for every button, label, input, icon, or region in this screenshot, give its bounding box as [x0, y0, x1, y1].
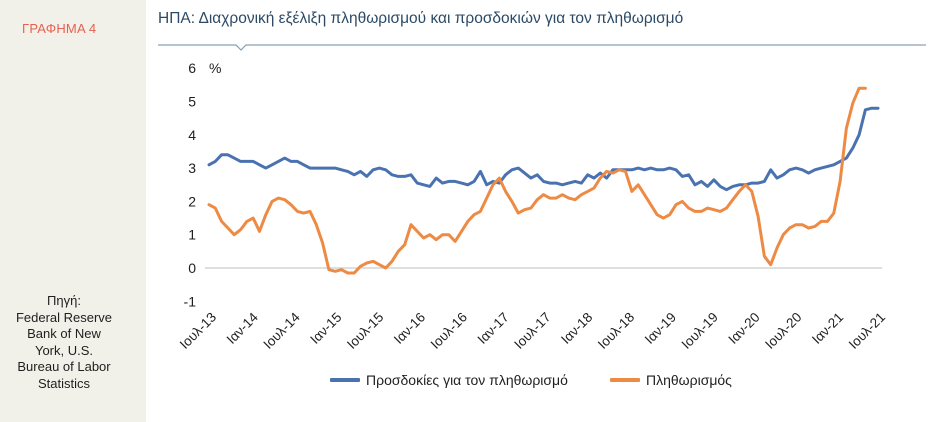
chart-legend: Προσδοκίες για τον πληθωρισμό Πληθωρισμό…: [146, 372, 940, 392]
x-tick-label: Ιαν-17: [474, 310, 511, 347]
legend-label-inflation: Πληθωρισμός: [646, 372, 732, 388]
x-tick-label: Ιαν-19: [642, 310, 679, 347]
series-line-inflation: [207, 86, 867, 275]
y-tick-label: -1: [184, 293, 197, 309]
y-tick-label: 1: [188, 227, 196, 243]
source-line: Bank of New: [27, 326, 101, 341]
x-tick-label: Ιουλ-14: [260, 309, 303, 352]
y-tick-label: 2: [188, 193, 196, 209]
y-tick-label: 6: [188, 60, 196, 76]
x-tick-label: Ιουλ-16: [428, 310, 470, 352]
legend-item-inflation: Πληθωρισμός: [610, 372, 732, 388]
y-unit-label: %: [209, 60, 221, 76]
sidebar: ΓΡΑΦΗΜΑ 4 Πηγή: Federal Reserve Bank of Ne…: [0, 0, 128, 422]
chart-number-label: ΓΡΑΦΗΜΑ 4: [22, 21, 97, 36]
legend-label-expectations: Προσδοκίες για τον πληθωρισμό: [366, 372, 568, 388]
x-tick-label: Ιαν-15: [307, 310, 344, 347]
x-tick-label: Ιουλ-18: [595, 310, 637, 352]
source-note: Πηγή: Federal Reserve Bank of New York, U.S…: [0, 293, 128, 392]
series-line-expectations: [207, 106, 880, 192]
source-line: York, U.S.: [34, 342, 94, 358]
header-rule: [158, 44, 926, 51]
source-line: Federal Reserve: [15, 309, 113, 325]
x-tick-label: Ιαν-16: [391, 310, 428, 347]
x-tick-label: Ιουλ-21: [846, 310, 888, 352]
chart-title: ΗΠΑ: Διαχρονική εξέλιξη πληθωρισμού και …: [158, 10, 684, 27]
y-tick-label: 0: [188, 260, 196, 276]
source-line: Bureau of Labor: [17, 359, 111, 374]
x-tick-label: Ιαν-18: [558, 310, 595, 347]
source-line: Πηγή:: [47, 293, 81, 308]
legend-swatch-expectations: [330, 378, 360, 382]
y-tick-label: 4: [188, 127, 196, 143]
x-tick-label: Ιουλ-17: [511, 310, 553, 352]
y-tick-label: 3: [188, 160, 196, 176]
source-line: Statistics: [37, 375, 90, 391]
legend-swatch-inflation: [610, 378, 640, 382]
x-tick-label: Ιαν-14: [224, 309, 262, 347]
y-tick-label: 5: [188, 94, 196, 110]
x-tick-label: Ιαν-21: [809, 310, 846, 347]
x-tick-label: Ιουλ-19: [679, 310, 721, 352]
x-tick-label: Ιαν-20: [725, 310, 762, 347]
x-tick-label: Ιουλ-13: [177, 310, 219, 352]
x-tick-label: Ιουλ-15: [344, 310, 386, 352]
x-tick-label: Ιουλ-20: [762, 310, 804, 352]
legend-item-expectations: Προσδοκίες για τον πληθωρισμό: [330, 372, 568, 388]
chart-panel: ΗΠΑ: Διαχρονική εξέλιξη πληθωρισμού και …: [146, 0, 940, 422]
